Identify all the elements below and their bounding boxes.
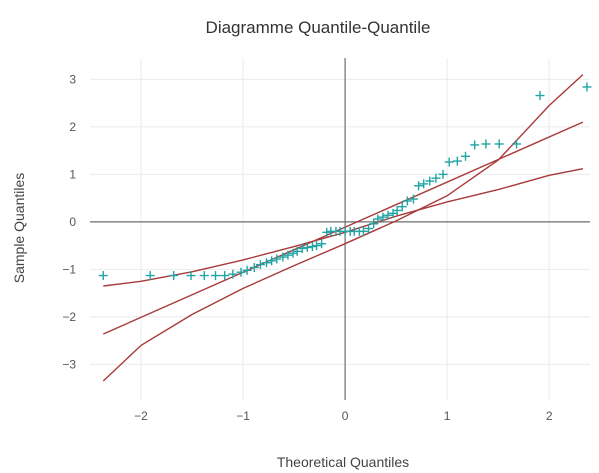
reference-line [103, 121, 584, 335]
sample-point [228, 269, 238, 279]
sample-point [292, 246, 302, 256]
sample-point [317, 239, 327, 249]
x-tick-label: 2 [546, 409, 553, 423]
x-axis-label: Theoretical Quantiles [277, 454, 409, 470]
sample-point [512, 139, 522, 149]
sample-point [322, 227, 332, 237]
sample-point [419, 179, 429, 189]
sample-point [145, 271, 155, 281]
sample-point [452, 156, 462, 166]
y-tick-label: −1 [62, 262, 76, 276]
sample-points [98, 82, 592, 281]
sample-point [414, 181, 424, 191]
y-tick-label: 0 [69, 215, 76, 229]
confidence-band-line [102, 74, 584, 382]
chart-title: Diagramme Quantile-Quantile [206, 18, 431, 37]
sample-point [242, 265, 252, 275]
y-tick-label: 3 [69, 72, 76, 86]
sample-point [278, 252, 288, 262]
sample-point [267, 256, 277, 266]
sample-point [98, 271, 108, 281]
sample-point [249, 262, 259, 272]
confidence-lines [102, 74, 584, 382]
sample-point [220, 271, 230, 281]
y-tick-label: −3 [62, 357, 76, 371]
sample-point [408, 194, 418, 204]
x-tick-label: 1 [444, 409, 451, 423]
sample-point [255, 260, 265, 270]
sample-point [272, 254, 282, 264]
sample-point [364, 224, 374, 234]
sample-point [288, 248, 298, 258]
sample-point [494, 139, 504, 149]
sample-point [236, 267, 246, 277]
sample-point [297, 243, 307, 253]
sample-point [425, 176, 435, 186]
y-axis-label: Sample Quantiles [11, 173, 27, 284]
sample-point [378, 212, 388, 222]
sample-point [470, 140, 480, 150]
sample-point [481, 139, 491, 149]
y-tick-label: 2 [69, 120, 76, 134]
y-tick-label: −2 [62, 310, 76, 324]
x-tick-label: −2 [134, 409, 148, 423]
sample-point [582, 82, 592, 92]
sample-point [186, 271, 196, 281]
sample-point [302, 243, 312, 253]
sample-point [373, 214, 383, 224]
sample-point [199, 271, 209, 281]
sample-point [211, 271, 221, 281]
sample-point [358, 226, 368, 236]
sample-point [369, 219, 379, 229]
sample-point [438, 169, 448, 179]
sample-point [444, 157, 454, 167]
sample-point [307, 242, 317, 252]
x-tick-label: −1 [236, 409, 250, 423]
sample-point [312, 241, 322, 251]
x-tick-label: 0 [342, 409, 349, 423]
sample-point [283, 250, 293, 260]
sample-point [383, 210, 393, 220]
sample-point [262, 258, 272, 268]
sample-point [461, 151, 471, 161]
sample-point [392, 205, 402, 215]
tick-labels: −2 −1 0 1 2 −3 −2 −1 0 1 2 3 [62, 72, 553, 423]
sample-point [535, 91, 545, 101]
y-tick-label: 1 [69, 167, 76, 181]
sample-point [397, 202, 407, 212]
sample-point [402, 196, 412, 206]
sample-point [431, 173, 441, 183]
sample-point [169, 271, 179, 281]
